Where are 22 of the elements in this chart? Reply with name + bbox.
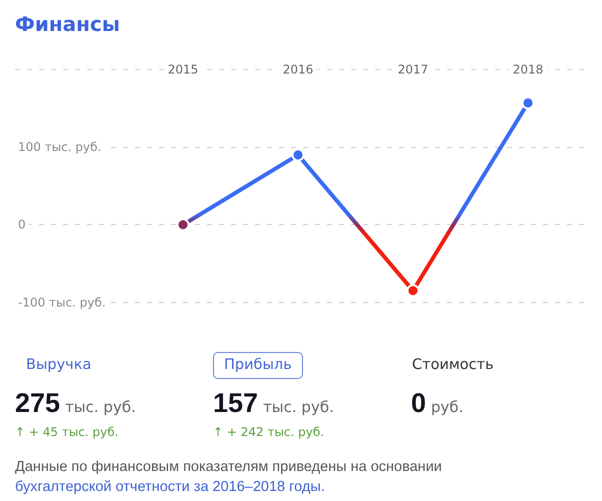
x-tick-label: 2017: [398, 62, 428, 77]
y-tick-label: 100 тыс. руб.: [18, 140, 102, 154]
text: 157 тыс. руб.: [213, 388, 334, 418]
x-tick-label: 2015: [168, 62, 198, 77]
y-tick-label: -100 тыс. руб.: [18, 295, 106, 310]
point: [292, 148, 304, 162]
category-label: Выручка: [25, 356, 92, 375]
point: [176, 218, 190, 232]
text: бухгалтерской отчетности за 2016–2018 годы.: [15, 478, 325, 497]
text: Данные по финансовым показателям приведены на основании: [15, 458, 442, 477]
text: 275 тыс. руб.: [15, 388, 136, 418]
x-tick-label: 2018: [512, 62, 544, 77]
chart-title: Финансы: [15, 12, 120, 36]
x-tick-label: 2016: [282, 62, 314, 77]
point: [406, 284, 420, 298]
text: ↑ + 45 тыс. руб.: [15, 424, 118, 440]
category-label: Стоимость: [411, 356, 495, 375]
point: [522, 96, 534, 110]
text: 0 руб.: [411, 388, 464, 418]
text: ↑ + 242 тыс. руб.: [213, 424, 324, 440]
y-tick-label: 0: [18, 218, 26, 232]
category-label: Прибыль: [213, 352, 303, 379]
